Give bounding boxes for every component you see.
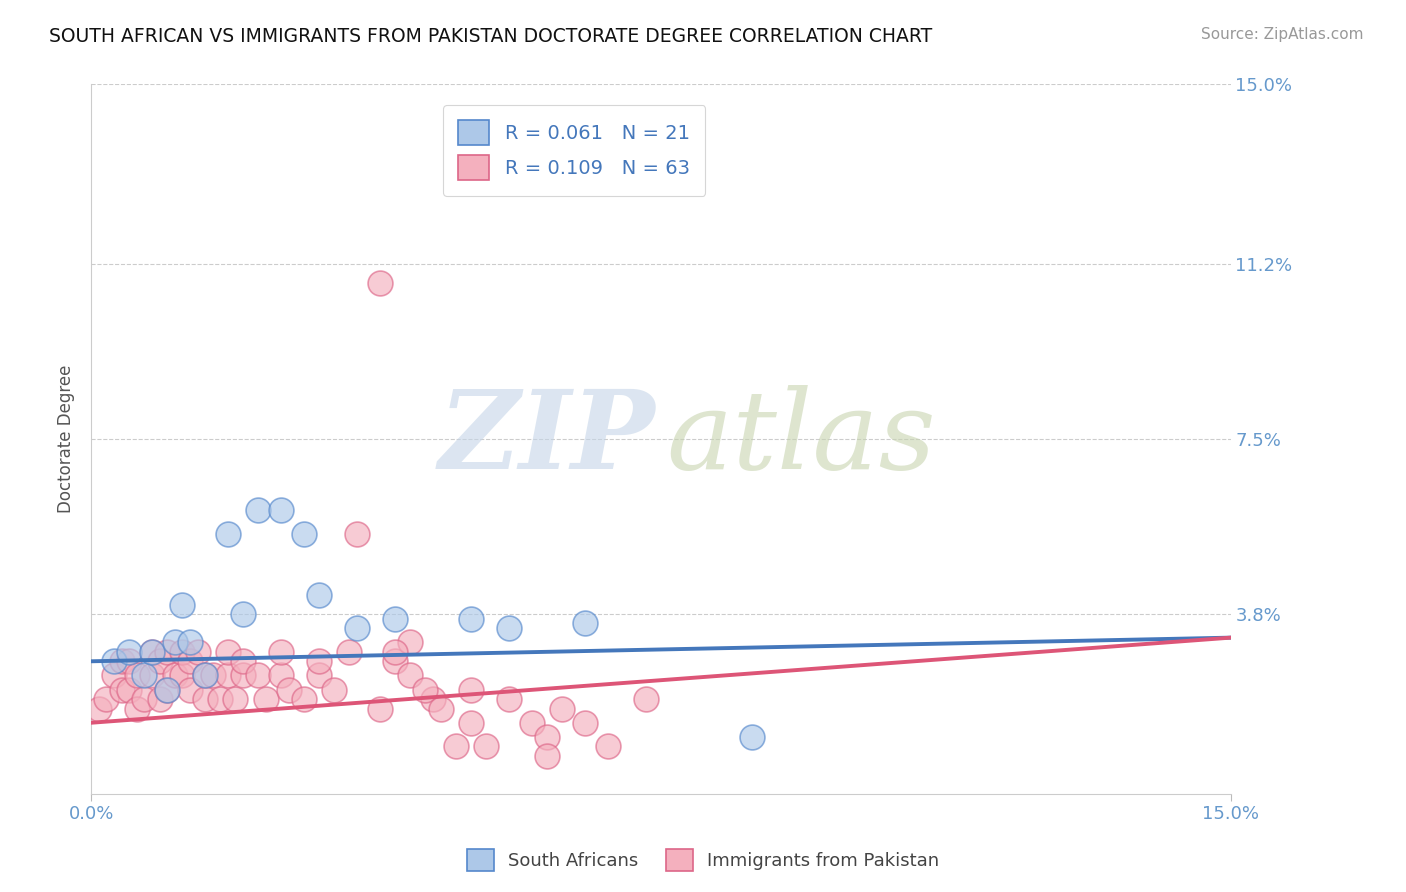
Point xyxy=(399,668,422,682)
Point xyxy=(292,692,315,706)
Point xyxy=(163,668,186,682)
Point xyxy=(194,692,217,706)
Point xyxy=(87,701,110,715)
Legend: R = 0.061   N = 21, R = 0.109   N = 63: R = 0.061 N = 21, R = 0.109 N = 63 xyxy=(443,104,706,195)
Point xyxy=(103,668,125,682)
Point xyxy=(179,635,201,649)
Point xyxy=(254,692,277,706)
Point xyxy=(156,682,179,697)
Point xyxy=(270,668,292,682)
Point xyxy=(134,668,156,682)
Point xyxy=(141,645,163,659)
Point xyxy=(232,654,254,668)
Point xyxy=(460,682,482,697)
Point xyxy=(415,682,437,697)
Point xyxy=(148,692,170,706)
Point xyxy=(346,526,368,541)
Text: SOUTH AFRICAN VS IMMIGRANTS FROM PAKISTAN DOCTORATE DEGREE CORRELATION CHART: SOUTH AFRICAN VS IMMIGRANTS FROM PAKISTA… xyxy=(49,27,932,45)
Point xyxy=(308,654,330,668)
Point xyxy=(444,739,467,754)
Point xyxy=(422,692,444,706)
Point xyxy=(103,654,125,668)
Point xyxy=(232,668,254,682)
Point xyxy=(498,621,520,635)
Point xyxy=(429,701,451,715)
Point xyxy=(308,588,330,602)
Point xyxy=(308,668,330,682)
Point xyxy=(384,654,406,668)
Point xyxy=(172,645,194,659)
Point xyxy=(232,607,254,621)
Point xyxy=(118,654,141,668)
Point xyxy=(741,730,763,744)
Text: ZIP: ZIP xyxy=(439,385,655,492)
Point xyxy=(475,739,498,754)
Point xyxy=(368,701,391,715)
Point xyxy=(194,668,217,682)
Point xyxy=(134,692,156,706)
Point xyxy=(110,654,132,668)
Point xyxy=(201,668,224,682)
Point xyxy=(156,645,179,659)
Point xyxy=(217,526,239,541)
Point xyxy=(186,645,208,659)
Y-axis label: Doctorate Degree: Doctorate Degree xyxy=(58,365,75,513)
Point xyxy=(209,692,232,706)
Point xyxy=(125,701,148,715)
Point xyxy=(96,692,118,706)
Point xyxy=(368,276,391,290)
Point xyxy=(277,682,299,697)
Point xyxy=(574,715,596,730)
Point xyxy=(163,635,186,649)
Point xyxy=(179,654,201,668)
Point xyxy=(217,645,239,659)
Point xyxy=(247,503,270,517)
Point xyxy=(574,616,596,631)
Point xyxy=(194,668,217,682)
Point xyxy=(141,645,163,659)
Point xyxy=(323,682,346,697)
Point xyxy=(172,668,194,682)
Point xyxy=(498,692,520,706)
Point xyxy=(460,612,482,626)
Point xyxy=(346,621,368,635)
Point xyxy=(536,730,558,744)
Point xyxy=(634,692,657,706)
Point xyxy=(520,715,543,730)
Point xyxy=(217,668,239,682)
Point xyxy=(125,668,148,682)
Point xyxy=(141,668,163,682)
Point xyxy=(118,682,141,697)
Point xyxy=(339,645,361,659)
Point xyxy=(596,739,619,754)
Text: atlas: atlas xyxy=(666,385,936,492)
Point xyxy=(270,503,292,517)
Text: Source: ZipAtlas.com: Source: ZipAtlas.com xyxy=(1201,27,1364,42)
Point xyxy=(536,748,558,763)
Point xyxy=(247,668,270,682)
Point xyxy=(224,692,246,706)
Point xyxy=(270,645,292,659)
Point xyxy=(399,635,422,649)
Point xyxy=(292,526,315,541)
Point xyxy=(551,701,574,715)
Point xyxy=(179,682,201,697)
Point xyxy=(156,682,179,697)
Point xyxy=(118,645,141,659)
Point xyxy=(460,715,482,730)
Point xyxy=(110,682,132,697)
Point xyxy=(148,654,170,668)
Legend: South Africans, Immigrants from Pakistan: South Africans, Immigrants from Pakistan xyxy=(460,842,946,879)
Point xyxy=(384,645,406,659)
Point xyxy=(384,612,406,626)
Point xyxy=(172,598,194,612)
